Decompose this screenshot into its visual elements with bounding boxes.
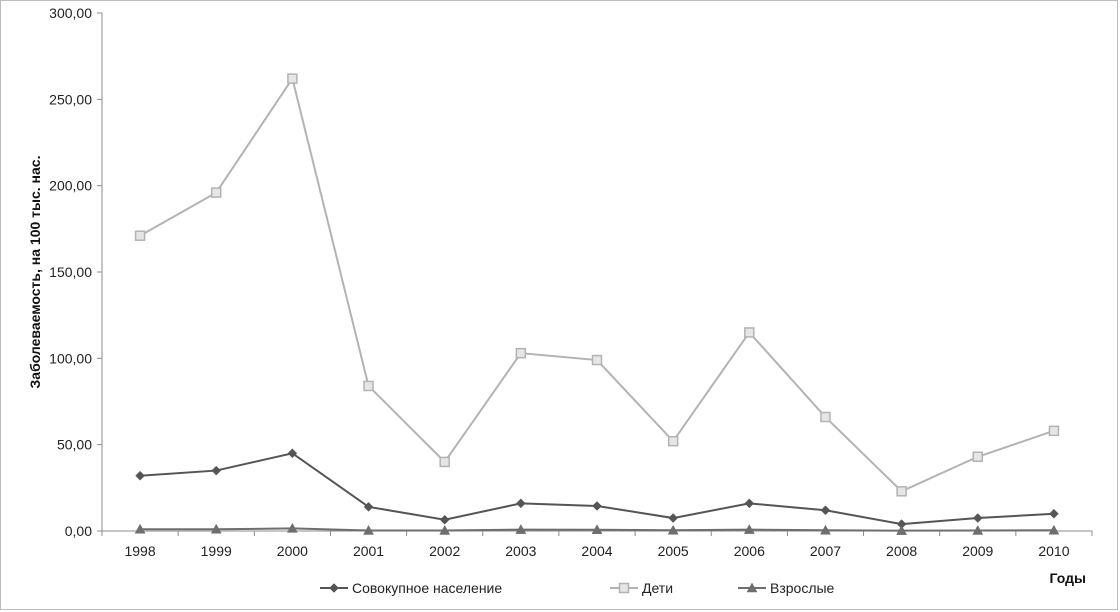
data-point [210,523,222,534]
y-tick-label: 0,00 [65,523,92,539]
data-point [286,522,298,533]
data-point [287,448,298,459]
y-tick-label: 300,00 [49,5,92,21]
data-point [820,411,831,423]
data-point [1048,524,1060,535]
data-point [515,524,527,534]
y-tick-label: 50,00 [57,437,92,453]
y-axis-title: Заболеваемость, на 100 тыс. нас. [27,156,43,389]
data-point [591,354,603,366]
data-point [210,187,222,198]
data-point [743,524,755,534]
legend-label: Дети [642,580,673,596]
legend-marker [746,582,758,593]
x-tick-label: 2010 [1038,543,1069,559]
y-tick-labels: 0,00 50,00 100,00 150,00 200,00 250,00 300,00 [49,5,92,539]
data-point [591,524,603,535]
data-point [515,347,527,359]
series-1 [135,448,1059,529]
data-point [134,523,146,534]
data-point [972,513,983,523]
series-line [139,76,1055,493]
data-point [667,435,679,447]
data-point [211,465,222,476]
data-point [363,501,374,512]
x-tick-label: 2006 [734,543,765,559]
data-point [972,524,984,535]
data-point [439,514,450,525]
x-tick-label: 2004 [581,543,612,559]
x-tick-label: 2008 [886,543,917,559]
x-tick-label: 2009 [962,543,993,559]
data-point [515,498,526,509]
data-point [972,451,984,463]
legend-label: Взрослые [770,580,835,596]
data-point [744,327,755,338]
data-point [363,524,374,535]
series-2 [134,73,1060,497]
data-point [135,470,145,481]
data-point [287,73,298,84]
data-point [439,456,450,468]
legend-item: Совокупное население [320,580,502,596]
x-axis-title: Годы [1050,570,1086,586]
y-tick-label: 100,00 [49,350,92,366]
x-tick-label: 2001 [353,543,384,559]
legend-label: Совокупное население [352,580,502,596]
x-tick-label: 2000 [277,543,308,559]
data-point [1049,508,1059,519]
x-tick-label: 2003 [505,543,536,559]
x-tick-label: 2005 [658,543,689,559]
legend: Совокупное население Дети Взрослые [320,580,835,596]
data-point [1048,425,1060,437]
data-point [820,524,831,535]
data-point [744,498,755,509]
data-point [896,525,908,535]
y-tick-label: 200,00 [49,178,92,194]
data-point [134,230,146,241]
x-tick-label: 2007 [810,543,841,559]
data-point [896,486,907,497]
legend-marker [329,583,339,593]
series-layer [134,73,1060,535]
x-tick-label: 1998 [124,543,155,559]
data-point [592,501,602,511]
x-tick-label: 1999 [201,543,232,559]
legend-marker [618,582,630,594]
data-point [439,524,451,535]
x-tick-labels: 1998 1999 2000 2001 2002 2003 2004 2005 2006 2007… [124,543,1069,559]
y-tick-label: 150,00 [49,264,92,280]
axes [97,12,1093,536]
series-3 [134,522,1060,535]
legend-item: Взрослые [738,580,835,596]
data-point [363,380,374,392]
x-tick-label: 2002 [429,543,460,559]
y-tick-label: 250,00 [49,91,92,107]
series-line [140,452,1054,526]
data-point [668,513,679,523]
data-point [820,505,831,516]
legend-item: Дети [610,580,673,596]
data-point [667,524,679,535]
